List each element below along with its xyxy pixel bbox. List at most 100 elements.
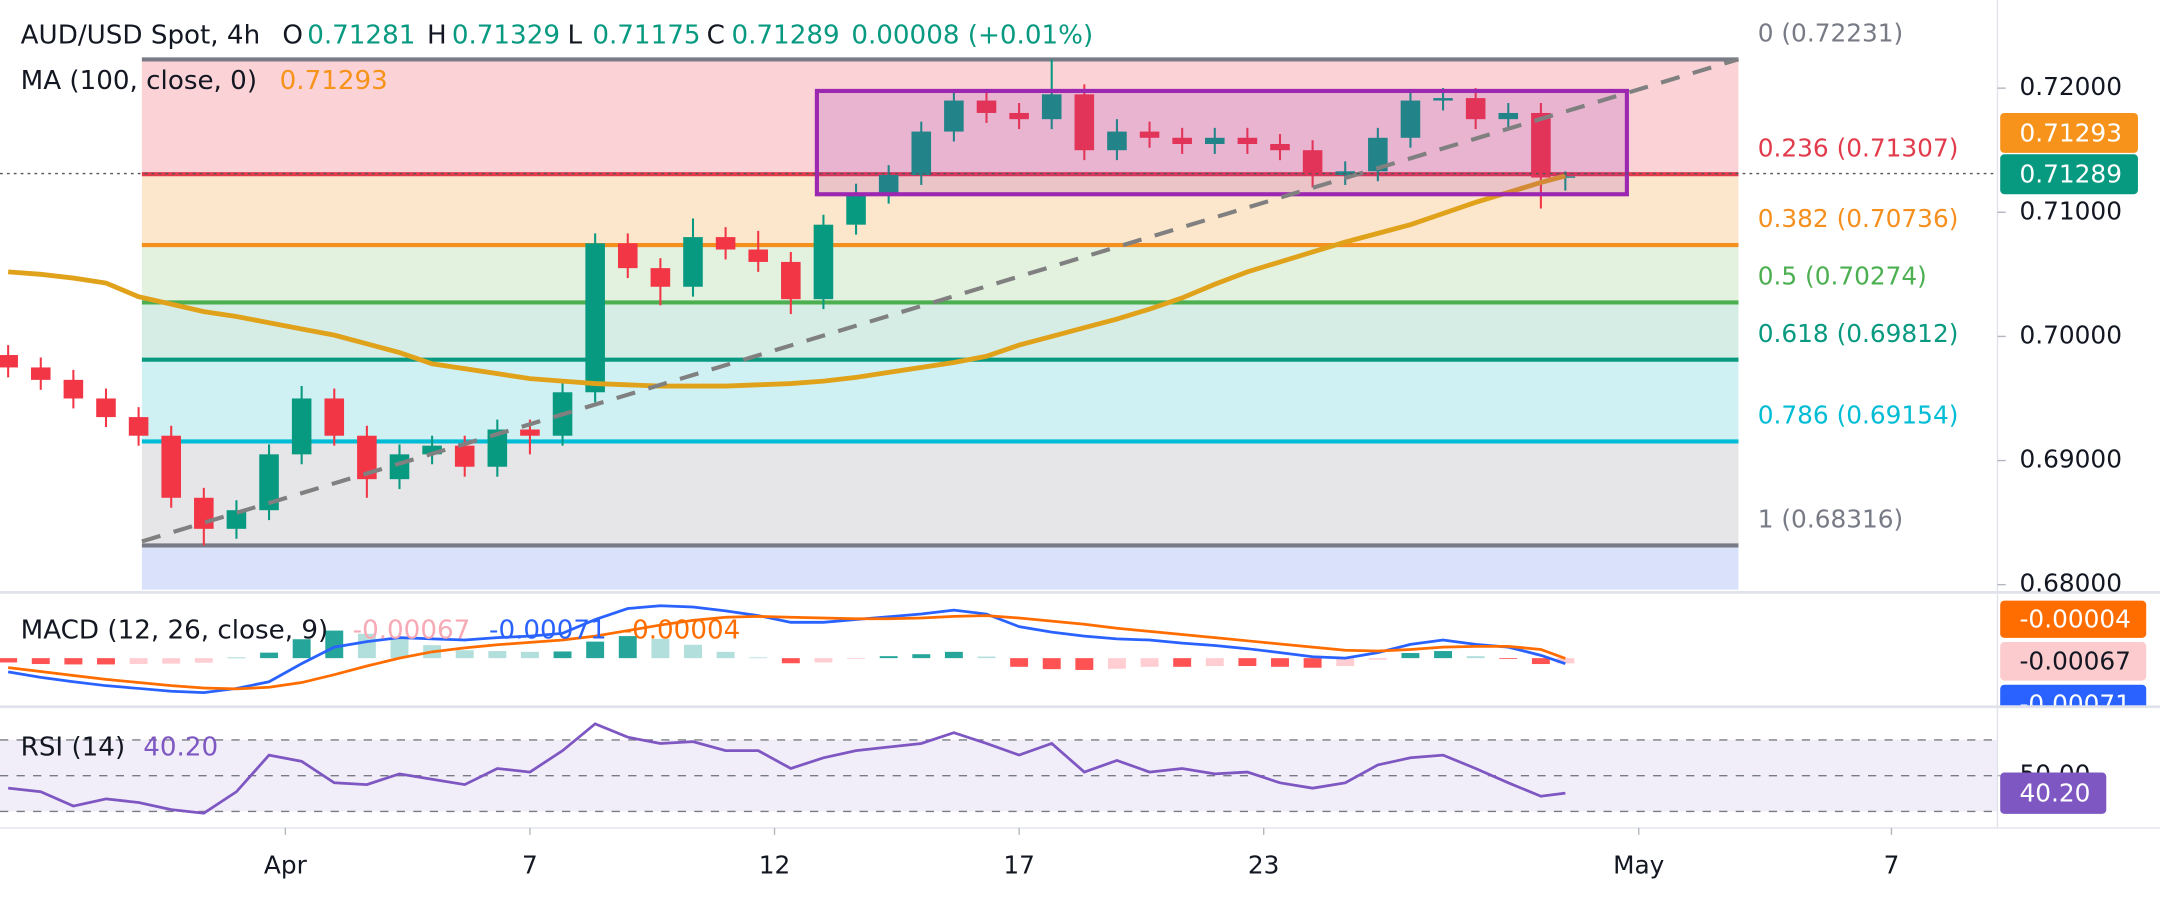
histogram-bar <box>1205 658 1224 667</box>
rsi-current-marker <box>2000 772 2107 814</box>
candle-body <box>813 224 834 300</box>
ohlc-value: 0.71281 <box>307 20 415 50</box>
x-tick-label: 7 <box>522 851 538 880</box>
candle-body <box>1172 137 1192 144</box>
candle-body <box>911 131 932 176</box>
histogram-bar <box>97 658 115 665</box>
histogram-bar <box>129 658 148 665</box>
fib-level-label: 0.236 (0.71307) <box>1758 133 1959 162</box>
candle-body <box>259 454 279 511</box>
x-tick-label: 12 <box>759 851 791 880</box>
candle-body <box>487 429 508 467</box>
candle-body <box>454 445 475 467</box>
range-box <box>814 88 1629 197</box>
histogram-bar <box>553 651 572 659</box>
price-badge <box>2000 641 2147 681</box>
price-badge-label: -0.00004 <box>2019 605 2130 634</box>
histogram-bar <box>586 641 605 659</box>
histogram-bar <box>390 637 409 659</box>
candle-body <box>422 445 442 455</box>
histogram-bar <box>651 638 670 659</box>
rsi-line <box>8 722 1566 815</box>
rsi-pane <box>0 722 1998 815</box>
fib-band <box>141 174 1739 246</box>
candle-body <box>0 355 18 368</box>
x-tick-label: May <box>1613 851 1664 880</box>
price-badge-label: -0.00067 <box>2019 647 2130 676</box>
candle-body <box>357 435 377 480</box>
fib-band <box>141 359 1739 442</box>
trend-line <box>141 57 1740 544</box>
histogram-bar <box>520 651 539 659</box>
y-tick-label: 0.70000 <box>2019 320 2121 349</box>
histogram-bar <box>1368 658 1387 660</box>
price-badge-label: -0.00071 <box>2019 689 2130 718</box>
histogram-bar <box>1107 658 1126 669</box>
x-tick-label: Apr <box>264 851 308 880</box>
x-tick-label: 17 <box>1003 851 1035 880</box>
candle-body <box>161 435 181 498</box>
price-change: 0.00008 (+0.01%) <box>851 20 1093 50</box>
candle-body <box>96 398 116 418</box>
price-badge <box>2000 154 2138 195</box>
candle-body <box>128 417 149 436</box>
histogram-bar <box>194 658 213 663</box>
candle-body <box>878 175 899 194</box>
histogram-bar <box>814 658 833 663</box>
histogram-bar <box>260 652 279 659</box>
fib-band <box>141 302 1739 360</box>
fib-level-label: 1 (0.68316) <box>1758 505 1903 534</box>
histogram-bar <box>1303 658 1322 668</box>
candle-body <box>944 100 964 132</box>
macd-pane: -0.00071 <box>0 604 2147 718</box>
rsi-legend: RSI (14) <box>21 733 125 763</box>
candle-body <box>715 237 736 250</box>
histogram-bar <box>618 636 637 659</box>
candle-body <box>1465 98 1486 120</box>
ohlc-value: 0.71175 <box>592 20 700 50</box>
y-tick-label: 0.71000 <box>2019 196 2121 225</box>
ohlc-value: 0.71289 <box>731 20 839 50</box>
labels-layer: 0 (0.72231) 0.236 (0.71307) 0.382 (0.70736… <box>21 0 2147 880</box>
histogram-bar <box>325 630 344 659</box>
histogram-bar <box>1434 651 1453 659</box>
fib-band <box>141 545 1739 590</box>
y-tick-label: 0.69000 <box>2019 445 2121 474</box>
price-badge-label: 40.20 <box>2019 779 2090 808</box>
candle-body <box>324 398 345 436</box>
histogram-bar <box>684 644 702 659</box>
rsi-legend-value: 40.20 <box>143 733 218 763</box>
price-badge-label: 0.71289 <box>2019 160 2121 189</box>
macd-legend: MACD (12, 26, close, 9) <box>21 615 329 645</box>
candle-body <box>748 249 768 262</box>
candle-body <box>617 243 638 269</box>
candle-body <box>30 367 51 380</box>
histogram-bar <box>879 656 898 659</box>
macd-legend-value: -0.00071 <box>489 615 607 645</box>
candle-body <box>781 261 801 300</box>
histogram-bar <box>1173 658 1192 667</box>
candle-body <box>1107 131 1127 151</box>
candle-body <box>389 454 410 480</box>
fib-level-label: 0.786 (0.69154) <box>1758 401 1959 430</box>
candle-body <box>194 497 214 529</box>
main-pane <box>0 57 1739 590</box>
candle-body <box>683 237 703 287</box>
price-badge-label: 0.71293 <box>2019 118 2121 147</box>
fib-level-label: 0.382 (0.70736) <box>1758 204 1959 233</box>
histogram-bar <box>1271 658 1289 667</box>
histogram-bar <box>1466 656 1485 659</box>
fib-band <box>141 245 1739 303</box>
price-badge <box>2000 112 2138 153</box>
candle-body <box>650 268 671 287</box>
candle-body <box>291 398 312 455</box>
histogram-bar <box>455 650 474 659</box>
candle-body <box>1302 150 1323 176</box>
histogram-bar <box>1010 658 1029 667</box>
ohlc-value: 0.71329 <box>452 20 560 50</box>
fib-level-label: 0.5 (0.70274) <box>1758 262 1927 291</box>
histogram-bar <box>1140 658 1159 667</box>
histogram-bar <box>977 656 996 659</box>
histogram-bar <box>292 639 311 659</box>
